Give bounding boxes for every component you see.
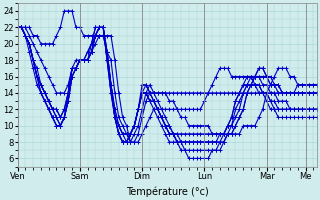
X-axis label: Température (°c): Température (°c) xyxy=(126,187,209,197)
